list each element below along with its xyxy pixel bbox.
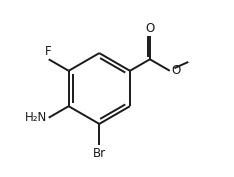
Text: H₂N: H₂N	[25, 111, 47, 124]
Text: O: O	[171, 64, 180, 77]
Text: Br: Br	[93, 147, 106, 160]
Text: O: O	[146, 22, 155, 35]
Text: F: F	[44, 45, 51, 58]
